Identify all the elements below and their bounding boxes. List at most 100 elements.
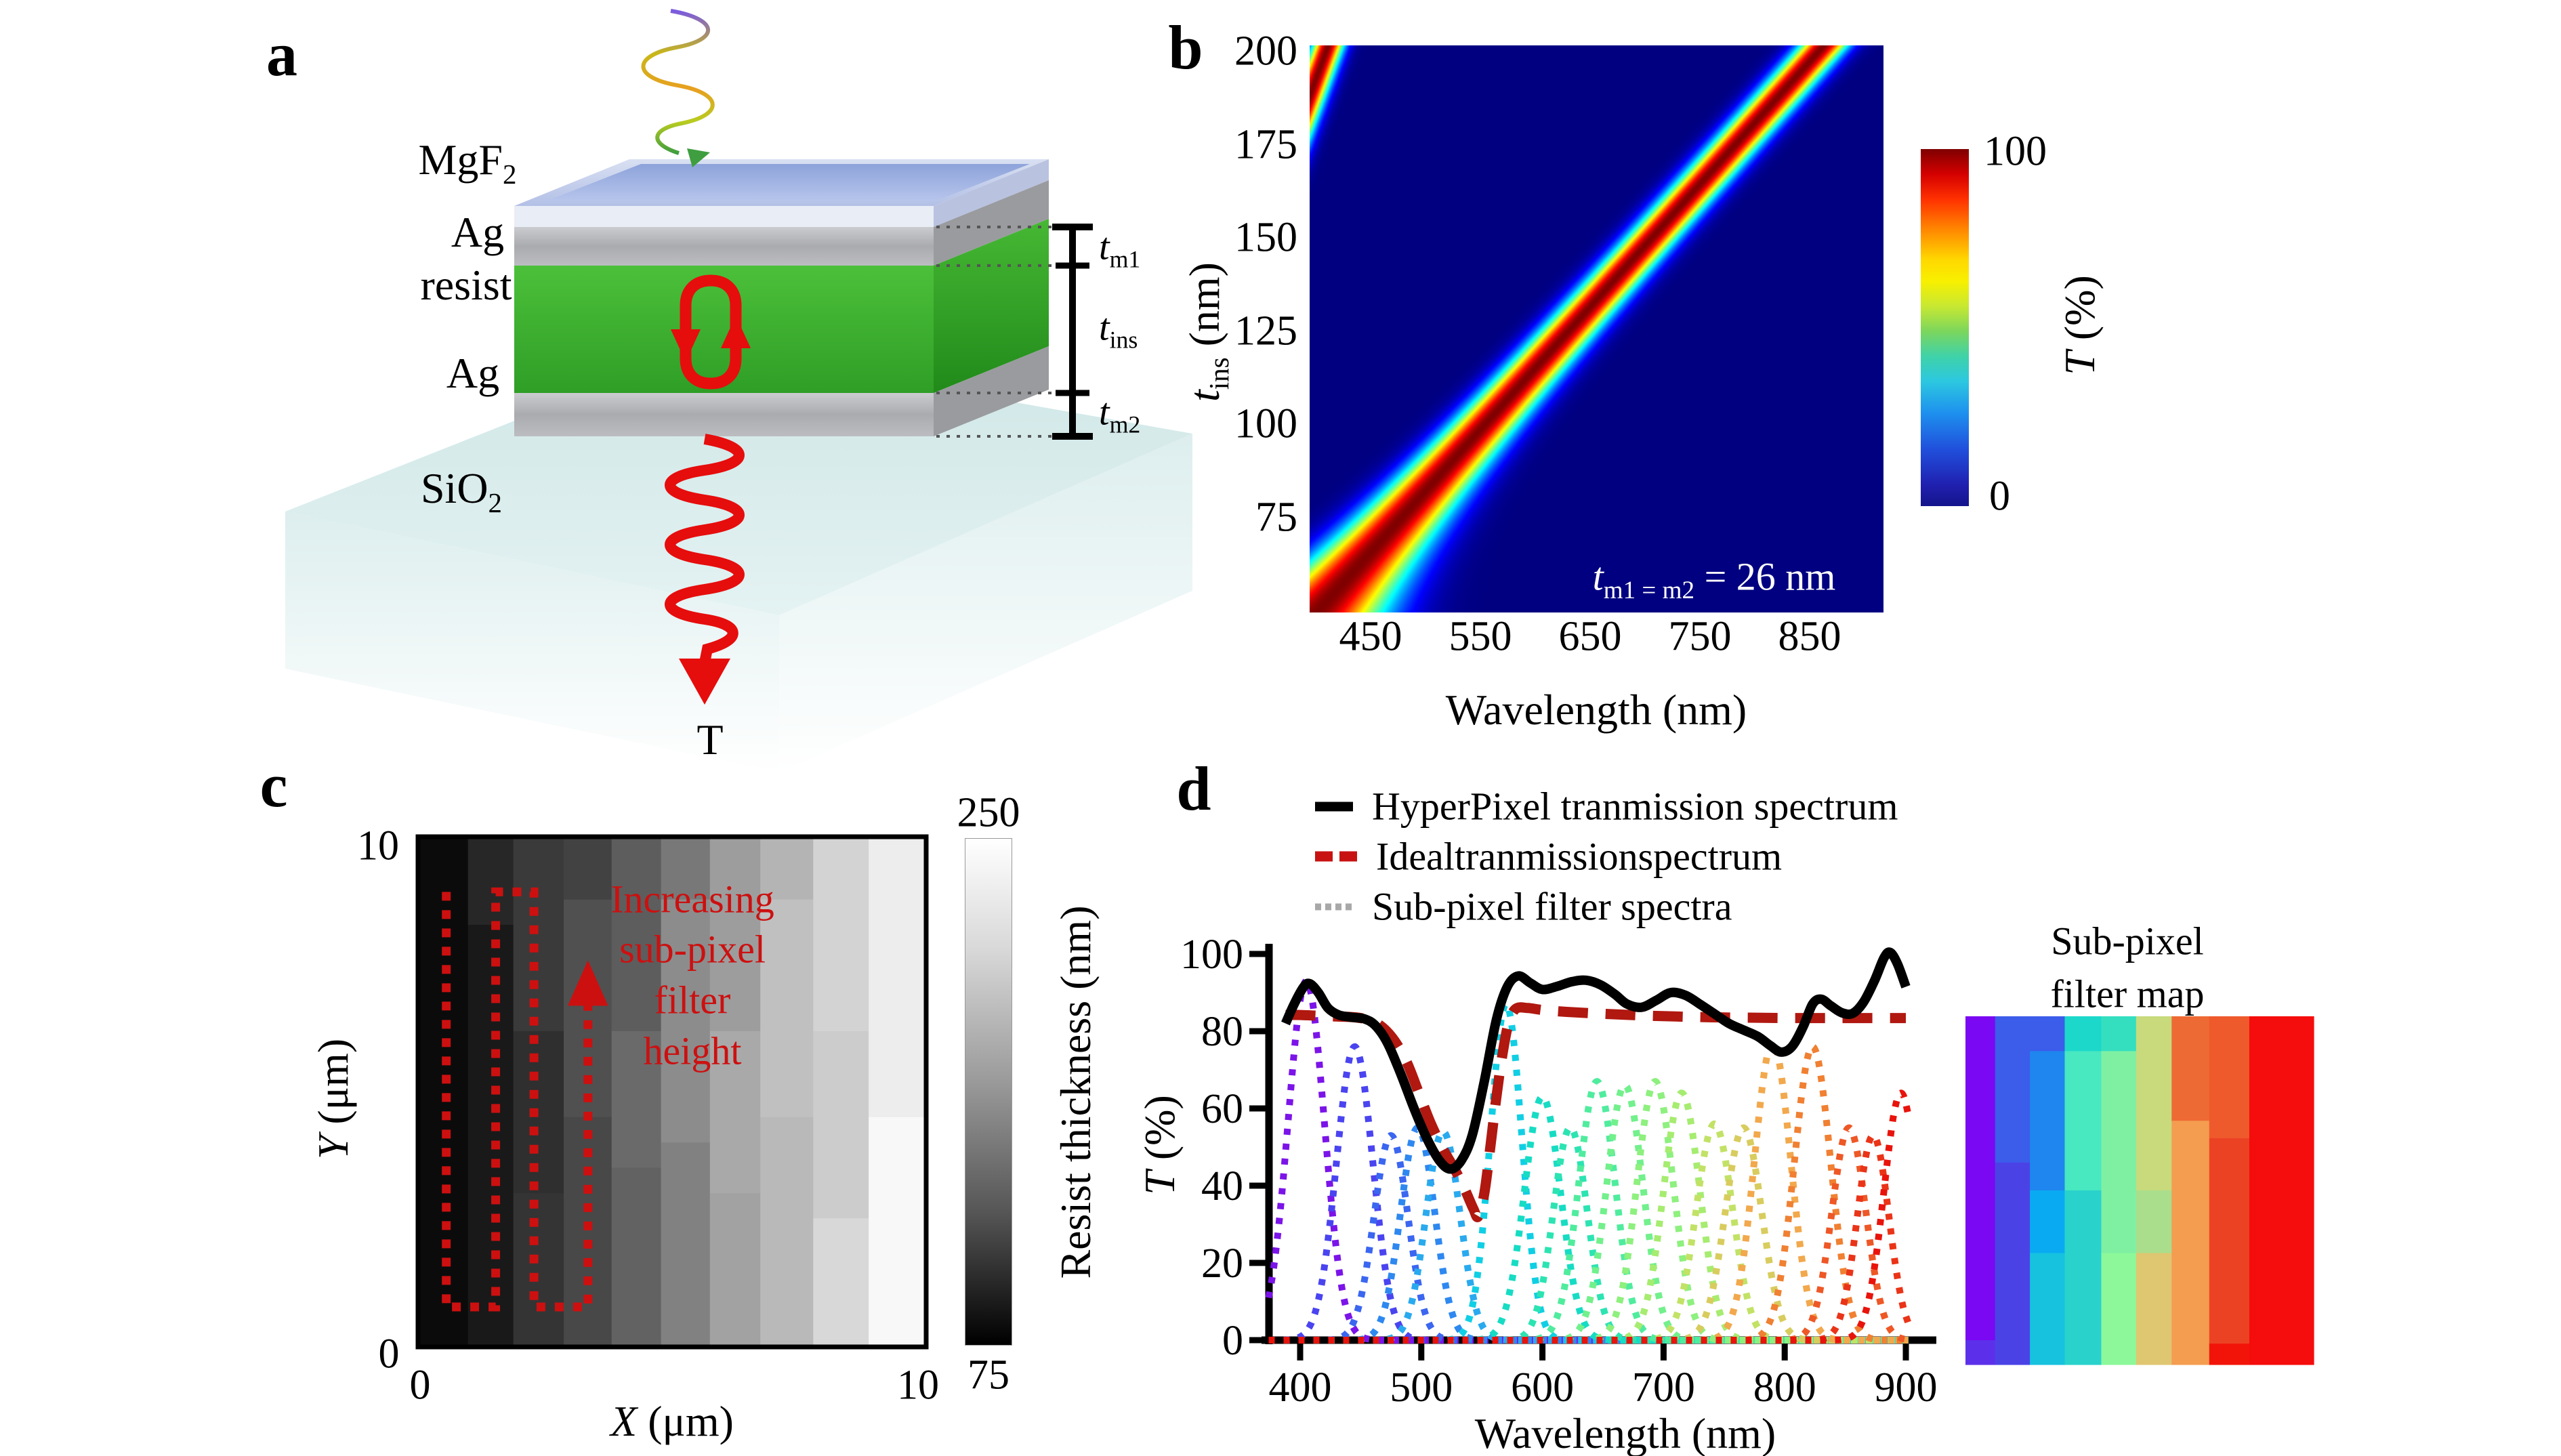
panel-b-y-tick: 100 (1234, 400, 1297, 447)
panel-c-colorbar-max: 250 (957, 789, 1020, 836)
panel-c-colorbar-label: Resist thickness (nm) (1052, 905, 1100, 1279)
panel-b-annotation: tm1 = m2 = 26 nm (1592, 554, 1836, 604)
filter-map-block (2209, 1016, 2250, 1139)
layer-label-sio2: SiO2 (420, 464, 503, 518)
hyperpixel-spectrum-curve (1281, 947, 1911, 1174)
resist-thickness-block (869, 839, 925, 1118)
panel-b-letter: b (1168, 13, 1203, 83)
panel-b-x-tick: 750 (1668, 613, 1732, 660)
resist-thickness-block (513, 1031, 564, 1194)
legend-dotted-line-icon (1315, 903, 1353, 910)
resist-thickness-block (661, 1142, 711, 1346)
transmission-label: T (696, 715, 724, 764)
panel-c-xtick-max: 10 (897, 1362, 939, 1409)
filter-map-block (2136, 1190, 2172, 1254)
filter-map-block (1995, 1162, 2031, 1365)
panel-d-x-tick: 900 (1875, 1365, 1938, 1411)
filter-map-block (2064, 1190, 2102, 1365)
panel-b-x-tick: 650 (1558, 613, 1622, 660)
panel-b-y-tick: 125 (1234, 308, 1297, 354)
resist-thickness-block (813, 839, 869, 1032)
mgf2-front (514, 206, 934, 227)
subpixel-filter-curve (1268, 1124, 1909, 1344)
subpixel-filter-map (1965, 1016, 2314, 1365)
panel-b-colorbar-min: 0 (1989, 473, 2010, 520)
subpixel-filter-curve (1265, 978, 1909, 1344)
resist-thickness-block (513, 839, 564, 1032)
layer-label-resist: resist (420, 261, 512, 310)
layer-label-ag-top: Ag (451, 208, 505, 257)
cavity-loop-arrow (671, 274, 751, 390)
subpixel-filter-curve (1268, 1001, 1909, 1344)
panel-d-y-tick: 100 (1180, 932, 1243, 978)
resist-thickness-block (467, 924, 514, 1346)
filter-map-block (2209, 1138, 2250, 1344)
panel-c-note-line1: Increasing (610, 877, 774, 921)
legend-item-ideal: Idealtranmissionspectrum (1315, 834, 1782, 879)
filter-map-block (2064, 1016, 2102, 1052)
subpixel-filter-curve (1268, 1124, 1909, 1344)
panel-c-note-line4: height (643, 1028, 742, 1073)
resist-thickness-block (813, 1218, 869, 1346)
ag-bottom-side (934, 346, 1049, 436)
resist-thickness-block (760, 899, 814, 1118)
ag-bottom-front (514, 393, 934, 436)
layer-label-mgf2: MgF2 (418, 136, 517, 190)
resist-thickness-block (611, 1031, 662, 1169)
dim-label-tm2: tm2 (1099, 391, 1141, 438)
panel-b-xlabel: Wavelength (nm) (1445, 686, 1747, 734)
panel-b-y-tick: 200 (1234, 28, 1297, 75)
filter-map-block (2101, 1253, 2137, 1365)
layer-label-ag-bottom: Ag (446, 349, 500, 398)
resist-thickness-block (564, 839, 612, 900)
panel-d-y-tick: 40 (1201, 1163, 1243, 1209)
filter-map-block (2030, 1051, 2066, 1191)
filter-map-block (1995, 1016, 2031, 1163)
resist-thickness-block (611, 1167, 662, 1346)
panel-d-y-tick: 0 (1222, 1318, 1243, 1364)
panel-d-ylabel: T (%) (1136, 1095, 1184, 1195)
ag-top-side (934, 180, 1049, 266)
panel-b-colorbar (1921, 149, 1969, 506)
resist-thickness-block (869, 1117, 925, 1346)
ag-top-front (514, 227, 934, 266)
panel-c-note-line3: filter (654, 978, 731, 1022)
resist-thickness-block (467, 839, 514, 925)
panel-c-letter: c (259, 751, 288, 820)
dimension-leaders (936, 226, 1061, 438)
panel-c-colorbar (965, 838, 1012, 1346)
resist-thickness-block (760, 839, 814, 900)
legend-dashed-line-icon (1315, 851, 1357, 862)
filter-map-block (2171, 1016, 2210, 1121)
filter-map-block (2101, 1051, 2137, 1254)
panel-a-schematic (285, 9, 1192, 772)
panel-c-ylabel: Y (μm) (309, 1038, 358, 1160)
legend-solid-line-icon (1315, 802, 1353, 811)
panel-d-x-tick: 800 (1753, 1365, 1816, 1411)
panel-b-ylabel: tins (nm) (1180, 262, 1234, 402)
filter-map-block (2249, 1016, 2314, 1365)
panel-c-note-line2: sub-pixel (619, 927, 766, 972)
dimension-bar (1052, 224, 1093, 440)
dim-label-tm1: tm1 (1099, 226, 1141, 273)
panel-b-colorbar-max: 100 (1984, 128, 2047, 175)
filter-map-title-line2: filter map (2050, 972, 2205, 1016)
resist-thickness-block (513, 1192, 564, 1346)
filter-map-block (1965, 1016, 1996, 1341)
panel-c-xlabel: X (μm) (610, 1397, 734, 1446)
panel-b-y-tick: 150 (1234, 214, 1297, 261)
subpixel-filter-curve (1268, 1124, 1909, 1344)
dim-label-tins: tins (1099, 306, 1138, 354)
panel-b-heatmap (1310, 45, 1883, 612)
panel-d-x-tick: 700 (1632, 1365, 1695, 1411)
resist-side (934, 219, 1049, 393)
filter-map-block (2030, 1190, 2066, 1254)
filter-map-block (2136, 1253, 2172, 1365)
panel-c-ytick-min: 0 (378, 1331, 400, 1377)
panel-c-map-border (415, 834, 929, 1350)
filter-map-block (2101, 1016, 2137, 1052)
resist-thickness-block (709, 1192, 761, 1346)
ideal-spectrum-curve (1285, 1002, 1906, 1222)
resist-thickness-block (611, 839, 662, 1032)
